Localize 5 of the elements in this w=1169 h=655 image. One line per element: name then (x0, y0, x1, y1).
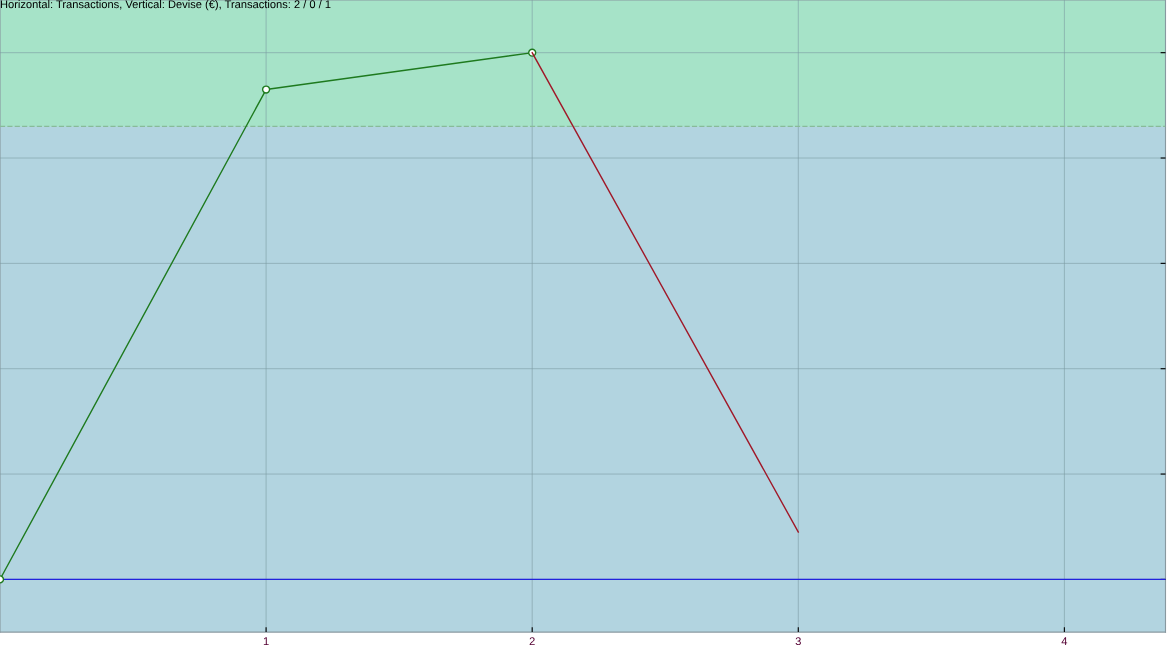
x-tick-label: 4 (1061, 637, 1068, 645)
x-tick-label: 2 (529, 637, 535, 645)
x-tick-label: 3 (795, 637, 801, 646)
x-tick-label: 1 (263, 637, 269, 645)
chart-title: Horizontal: Transactions, Vertical: Devise (€), Transactions: 2 / 0 / 1 (0, 0, 331, 11)
